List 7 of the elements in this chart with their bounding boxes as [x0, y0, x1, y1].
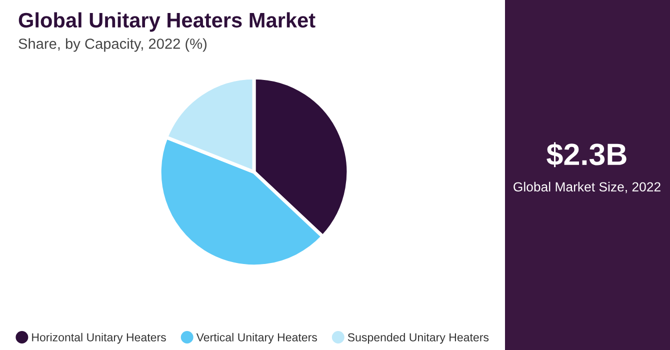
- text: Global Market Size, 2022: [514, 182, 660, 194]
- legend-label: Horizontal Unitary Heaters: [32, 332, 166, 344]
- chart-title: Global Unitary Heaters Market: [18, 12, 316, 32]
- legend-label: Vertical Unitary Heaters: [196, 332, 317, 344]
- chart-subtitle: Share, by Capacity, 2022 (%): [18, 38, 207, 52]
- text: $2.3B: [546, 142, 626, 168]
- legend-label: Suspended Unitary Heaters: [348, 332, 489, 344]
